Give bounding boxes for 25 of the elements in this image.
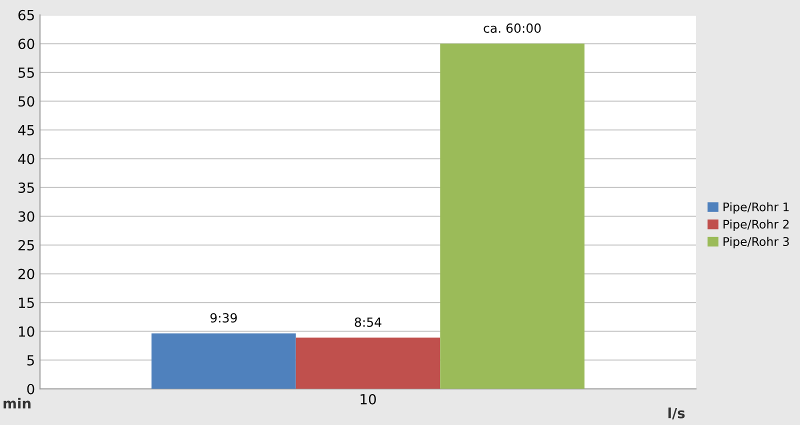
y-tick-label: 40 xyxy=(18,154,34,164)
y-tick-label: 15 xyxy=(18,298,34,308)
legend-label: Pipe/Rohr 1 xyxy=(724,202,789,214)
y-axis-title: min xyxy=(4,398,31,408)
y-tick-label: 10 xyxy=(18,326,34,337)
y-tick-label: 30 xyxy=(18,211,34,222)
legend-label: Pipe/Rohr 2 xyxy=(724,220,789,231)
y-tick-label: 45 xyxy=(18,125,34,136)
y-tick-label: 60 xyxy=(18,38,34,50)
y-tick-label: 65 xyxy=(18,10,34,20)
data-label: 8:54 xyxy=(354,317,382,327)
data-label: 9:39 xyxy=(210,313,237,323)
y-tick-label: 20 xyxy=(18,268,34,280)
y-tick-label: 55 xyxy=(18,68,34,78)
legend-label: Pipe/Rohr 3 xyxy=(724,236,789,248)
y-tick-label: 35 xyxy=(18,182,34,193)
bar xyxy=(440,44,584,389)
bar xyxy=(296,338,440,389)
y-tick-label: 5 xyxy=(27,355,34,366)
bar xyxy=(152,333,296,389)
y-tick-label: 50 xyxy=(18,96,34,107)
x-axis-title: l/s xyxy=(668,408,685,420)
y-tick-label: 25 xyxy=(18,240,34,251)
data-label: ca. 60:00 xyxy=(484,23,541,33)
y-tick-label: 0 xyxy=(27,384,34,394)
